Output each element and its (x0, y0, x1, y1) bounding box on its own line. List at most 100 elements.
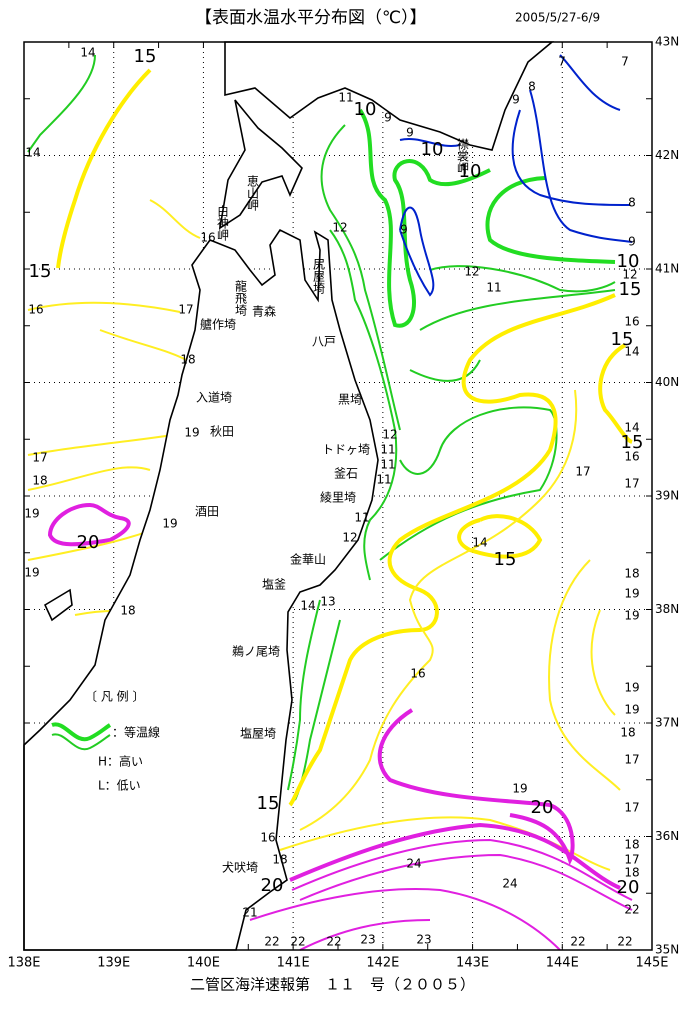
contour-label: 22 (617, 935, 632, 949)
latitude-label: 43N (655, 35, 679, 49)
contour-label: 16 (260, 831, 275, 845)
contour-label: 14 (25, 146, 40, 160)
contour-label: 10 (421, 139, 444, 160)
legend-isotherm: ：等温線 (112, 725, 160, 740)
contour-label: 20 (261, 875, 284, 896)
contour-label: 8 (628, 196, 636, 210)
contour-label: 16 (200, 231, 215, 245)
isotherm (279, 816, 611, 871)
contour-label: 21 (242, 906, 257, 920)
contour-label: 19 (624, 609, 639, 623)
contour-label: 19 (512, 782, 527, 796)
contour-label: 10 (617, 251, 640, 272)
place-name: 襟裳岬 (456, 137, 470, 174)
longitude-label: 142E (366, 956, 399, 971)
contour-label: 9 (384, 111, 392, 125)
labels: 138E 139E 140E 141E 142E 143E 144E 145E 43N 42N 41… (7, 35, 679, 971)
contour-label: 10 (354, 99, 377, 120)
isotherm (287, 599, 321, 791)
contour-label: 11 (380, 443, 395, 457)
footer: 二管区海洋速報第 １１ 号（２００５） (190, 976, 475, 994)
map-frame (23, 41, 653, 951)
contour-label: 15 (134, 46, 157, 67)
contour-label: 12 (332, 221, 347, 235)
isotherm (399, 54, 633, 297)
contour-label: 10 (459, 161, 482, 182)
contour-label: 17 (624, 477, 639, 491)
isotherm (289, 822, 621, 890)
contour-label: 16 (410, 667, 425, 681)
contour-label: 19 (624, 703, 639, 717)
contour-label: 17 (178, 303, 193, 317)
isotherm (149, 199, 201, 239)
contour-label: 20 (77, 532, 100, 553)
contour-label: 18 (180, 353, 195, 367)
contour-label: 22 (570, 935, 585, 949)
isotherm (409, 289, 616, 382)
contour-label: 16 (624, 450, 639, 464)
contour-label: 11 (486, 281, 501, 295)
place-name: 塩屋埼 (240, 726, 276, 741)
isotherm (320, 124, 401, 431)
contour-label: 22 (264, 935, 279, 949)
isotherm (485, 176, 616, 264)
place-name: 青森 (252, 304, 276, 319)
contour-label: 15 (494, 549, 517, 570)
contour-label: 14 (624, 421, 639, 435)
legend-line (51, 733, 111, 751)
contour-label: 9 (628, 235, 636, 249)
contour-label: 22 (624, 903, 639, 917)
longitude-label: 140E (187, 956, 220, 971)
contour-label: 9 (406, 126, 414, 140)
isotherm (27, 301, 181, 313)
isotherm (377, 708, 575, 866)
latitude-label: 35N (655, 943, 679, 957)
latitude-label: 38N (655, 602, 679, 616)
place-name: 龍飛埼 (234, 279, 248, 316)
contour-label: 15 (621, 432, 644, 453)
contour-label: 12 (382, 428, 397, 442)
title: 【表面水温水平分布図（℃）】 (195, 8, 427, 28)
legend-high: H：高い (98, 754, 143, 769)
contour-label: 12 (342, 531, 357, 545)
isotherm (249, 838, 633, 951)
contour-label: 18 (32, 474, 47, 488)
legend-line (51, 722, 112, 742)
contour-label: 19 (162, 517, 177, 531)
contour-label: 23 (360, 933, 375, 947)
contour-label: 18 (624, 838, 639, 852)
isotherm (27, 466, 151, 491)
contour-label: 17 (624, 853, 639, 867)
place-name: 恵山岬 (246, 175, 260, 211)
contour-label: 12 (464, 265, 479, 279)
contour-label: 15 (257, 793, 280, 814)
contour-label: 17 (624, 753, 639, 767)
place-name: 尻屋埼 (312, 258, 326, 294)
longitude-label: 144E (546, 956, 579, 971)
place-name: 鵜ノ尾埼 (232, 645, 280, 659)
latitude-label: 39N (655, 489, 679, 503)
isotherm (288, 293, 616, 807)
latitude-label: 36N (655, 829, 679, 843)
contour-label: 11 (380, 458, 395, 472)
contour-label: 9 (400, 223, 408, 237)
longitude-label: 138E (7, 956, 40, 971)
longitude-label: 143E (456, 956, 489, 971)
latitude-label: 37N (655, 716, 679, 730)
isotherm (299, 389, 578, 831)
isotherm (429, 265, 616, 293)
contour-label: 17 (32, 451, 47, 465)
contour-label: 17 (575, 465, 590, 479)
isotherm (56, 68, 152, 269)
isotherm (99, 329, 191, 363)
place-name: 酒田 (195, 505, 219, 519)
contour-label: 19 (24, 566, 39, 580)
contour-label: 13 (320, 595, 335, 609)
place-name: トドヶ埼 (322, 443, 370, 457)
honshu-coast (23, 228, 379, 951)
contour-label: 14 (80, 46, 95, 60)
contour-label: 11 (338, 91, 353, 105)
contour-label: 18 (620, 726, 635, 740)
latitude-label: 40N (655, 375, 679, 389)
